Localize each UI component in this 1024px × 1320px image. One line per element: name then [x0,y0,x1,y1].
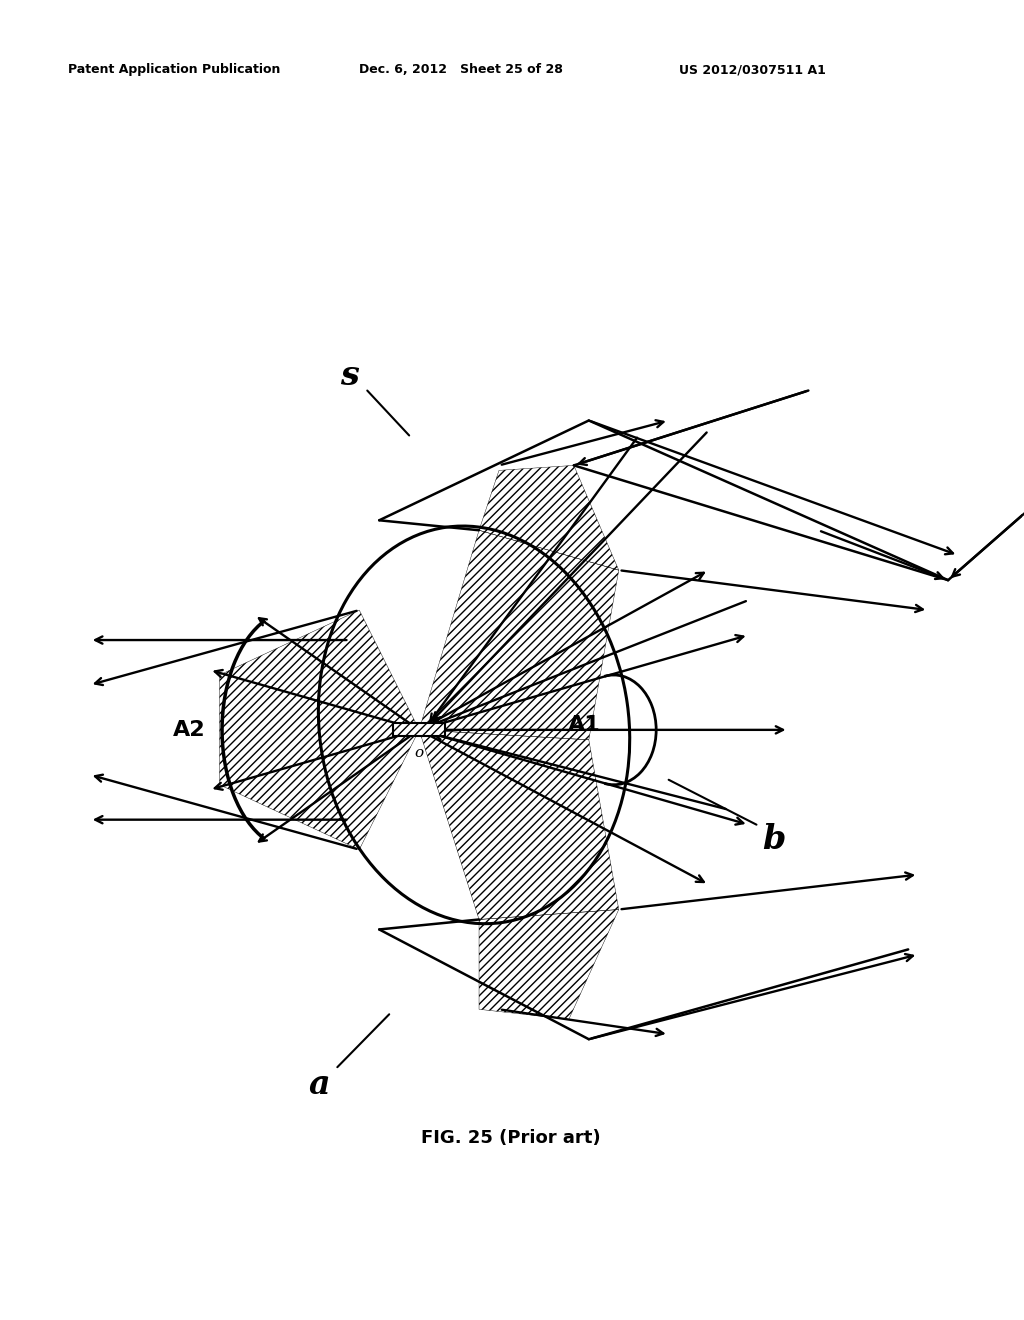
Bar [393,723,445,735]
Text: A1: A1 [567,715,600,735]
Bar [393,723,445,735]
Text: o: o [415,746,424,760]
Text: A2: A2 [173,719,206,739]
Text: US 2012/0307511 A1: US 2012/0307511 A1 [679,63,825,77]
Text: Dec. 6, 2012   Sheet 25 of 28: Dec. 6, 2012 Sheet 25 of 28 [359,63,563,77]
Text: Patent Application Publication: Patent Application Publication [68,63,281,77]
Text: s: s [340,359,358,392]
Text: b: b [762,824,785,857]
Text: a: a [308,1068,330,1101]
Text: FIG. 25 (Prior art): FIG. 25 (Prior art) [421,1129,601,1147]
